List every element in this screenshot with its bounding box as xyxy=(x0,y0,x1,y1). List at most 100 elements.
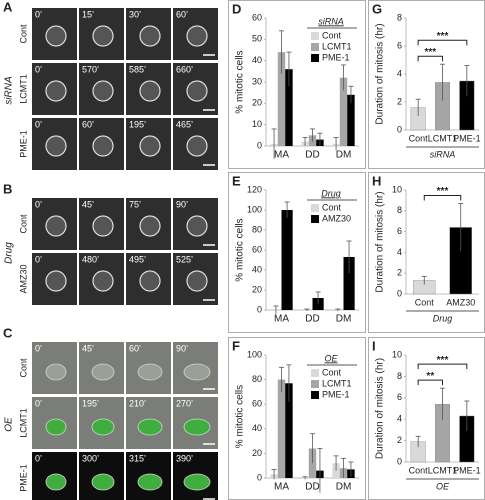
time-label: 570’ xyxy=(82,64,99,74)
time-label: 90’ xyxy=(176,199,188,209)
cell xyxy=(139,270,161,292)
y-tick-label: 0 xyxy=(397,124,402,134)
y-tick-label: 0 xyxy=(257,304,262,314)
panel-letter: G xyxy=(372,1,382,16)
y-tick-label: 0 xyxy=(397,288,402,298)
time-label: 75’ xyxy=(129,199,141,209)
time-label: 0’ xyxy=(35,199,42,209)
y-tick-label: 2 xyxy=(397,96,402,106)
row-label: Cont xyxy=(18,214,28,234)
x-tick-label: DM xyxy=(336,150,352,161)
time-label: 0’ xyxy=(35,119,42,129)
cell xyxy=(45,418,67,436)
y-tick-label: 20 xyxy=(252,448,262,458)
cell xyxy=(183,473,211,491)
bar xyxy=(347,94,355,146)
cell xyxy=(139,25,161,47)
y-axis-label: % mitotic cells xyxy=(235,218,246,281)
y-tick-label: 20 xyxy=(252,98,262,108)
time-label: 15’ xyxy=(82,9,94,19)
cell xyxy=(45,473,67,491)
time-label: 300’ xyxy=(82,453,99,463)
cell xyxy=(183,363,211,381)
cell xyxy=(186,25,208,47)
cell xyxy=(45,215,67,237)
y-tick-label: 8 xyxy=(397,371,402,381)
y-axis-label: Duration of mitosis (hr) xyxy=(375,358,386,459)
cell xyxy=(137,363,163,381)
legend-label: LCMT1 xyxy=(322,378,352,388)
time-label: 60’ xyxy=(129,343,141,353)
bar xyxy=(285,383,293,478)
legend-label: AMZ30 xyxy=(322,213,351,223)
x-tick-label: LCMT1 xyxy=(428,465,458,475)
cell xyxy=(45,80,67,102)
y-tick-label: 4 xyxy=(397,414,402,424)
group-label: Drug xyxy=(4,242,15,264)
cell xyxy=(91,363,115,381)
time-label: 495’ xyxy=(129,254,146,264)
y-tick-label: 20 xyxy=(252,284,262,294)
y-axis-label: % mitotic cells xyxy=(235,385,246,448)
cell xyxy=(45,270,67,292)
significance-bracket xyxy=(423,195,462,201)
bar xyxy=(343,257,355,310)
significance-label: *** xyxy=(437,355,449,366)
significance-label: *** xyxy=(424,47,436,58)
bar xyxy=(281,210,293,310)
legend-swatch xyxy=(311,43,319,51)
time-label: 660’ xyxy=(176,64,193,74)
time-label: 315’ xyxy=(129,453,146,463)
time-label: 210’ xyxy=(129,398,146,408)
legend-label: Cont xyxy=(322,30,342,40)
x-tick-label: LCMT1 xyxy=(428,133,458,143)
cell xyxy=(139,80,161,102)
bar xyxy=(285,69,293,146)
x-tick-label: PME-1 xyxy=(453,133,481,143)
x-tick-label: DD xyxy=(305,150,319,161)
cell xyxy=(186,135,208,157)
cell xyxy=(183,418,211,436)
cell xyxy=(45,135,67,157)
panel-frame xyxy=(228,172,366,333)
x-tick-label: MA xyxy=(274,150,289,161)
y-tick-label: 80 xyxy=(252,374,262,384)
time-label: 480’ xyxy=(82,254,99,264)
time-label: 30’ xyxy=(129,9,141,19)
cell xyxy=(137,473,163,491)
cell xyxy=(92,80,114,102)
y-tick-label: 0 xyxy=(257,140,262,150)
y-tick-label: 10 xyxy=(252,119,262,129)
time-label: 45’ xyxy=(82,343,94,353)
significance-bracket xyxy=(417,55,443,62)
x-axis-label: siRNA xyxy=(430,149,456,159)
y-axis-label: Duration of mitosis (hr) xyxy=(375,23,386,124)
row-label: AMZ30 xyxy=(18,264,28,293)
y-tick-label: 8 xyxy=(397,205,402,215)
cell xyxy=(91,418,115,436)
significance-bracket xyxy=(417,39,468,46)
y-tick-label: 40 xyxy=(252,264,262,274)
time-label: 0’ xyxy=(35,254,42,264)
time-label: 465’ xyxy=(176,119,193,129)
cell xyxy=(186,270,208,292)
panel-letter: B xyxy=(3,181,12,196)
significance-bracket xyxy=(417,379,443,386)
cell xyxy=(186,215,208,237)
row-label: Cont xyxy=(18,24,28,44)
time-label: 0’ xyxy=(35,453,42,463)
time-label: 270’ xyxy=(176,398,193,408)
group-label: OE xyxy=(4,417,15,432)
x-tick-label: Cont xyxy=(409,133,429,143)
legend-label: PME-1 xyxy=(322,52,350,62)
group-label: siRNA xyxy=(4,76,15,105)
bar xyxy=(277,379,286,478)
cell xyxy=(139,215,161,237)
time-label: 45’ xyxy=(82,199,94,209)
significance-label: *** xyxy=(437,31,449,42)
y-tick-label: 120 xyxy=(247,184,262,194)
significance-label: ** xyxy=(426,371,434,382)
time-label: 195’ xyxy=(82,398,99,408)
legend-swatch xyxy=(311,380,319,388)
legend-label: PME-1 xyxy=(322,389,350,399)
